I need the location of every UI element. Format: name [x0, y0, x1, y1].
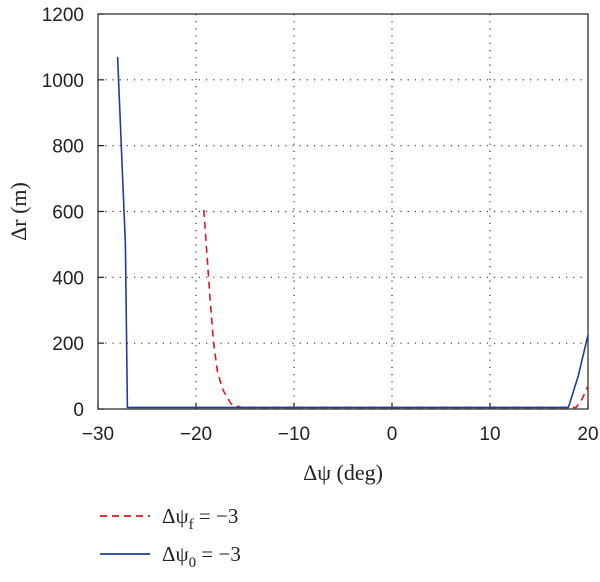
y-axis-label: Δr (m)	[6, 182, 31, 241]
y-tick-label: 400	[52, 268, 84, 289]
legend-label-1: Δψ0 = −3	[162, 542, 241, 571]
y-tick-label: 800	[52, 137, 84, 158]
y-tick-label: 1200	[42, 5, 84, 26]
x-tick-label: −30	[82, 424, 114, 445]
legend-label-0: Δψf = −3	[162, 504, 238, 533]
y-tick-label: 1000	[42, 71, 84, 92]
y-tick-label: 200	[52, 334, 84, 355]
x-tick-label: 0	[387, 424, 398, 445]
series-line-0	[203, 209, 589, 409]
series-line-1	[116, 56, 589, 409]
x-tick-label: −10	[278, 424, 310, 445]
y-tick-label: 0	[73, 400, 84, 421]
x-tick-label: −20	[180, 424, 212, 445]
grid-lines	[98, 14, 588, 409]
x-axis-label: Δψ (deg)	[303, 460, 383, 485]
x-tick-label: 10	[479, 424, 500, 445]
x-tick-label: 20	[577, 424, 598, 445]
series-lines	[116, 56, 589, 409]
y-tick-label: 600	[52, 203, 84, 224]
legend: Δψf = −3 Δψ0 = −3	[100, 504, 241, 571]
